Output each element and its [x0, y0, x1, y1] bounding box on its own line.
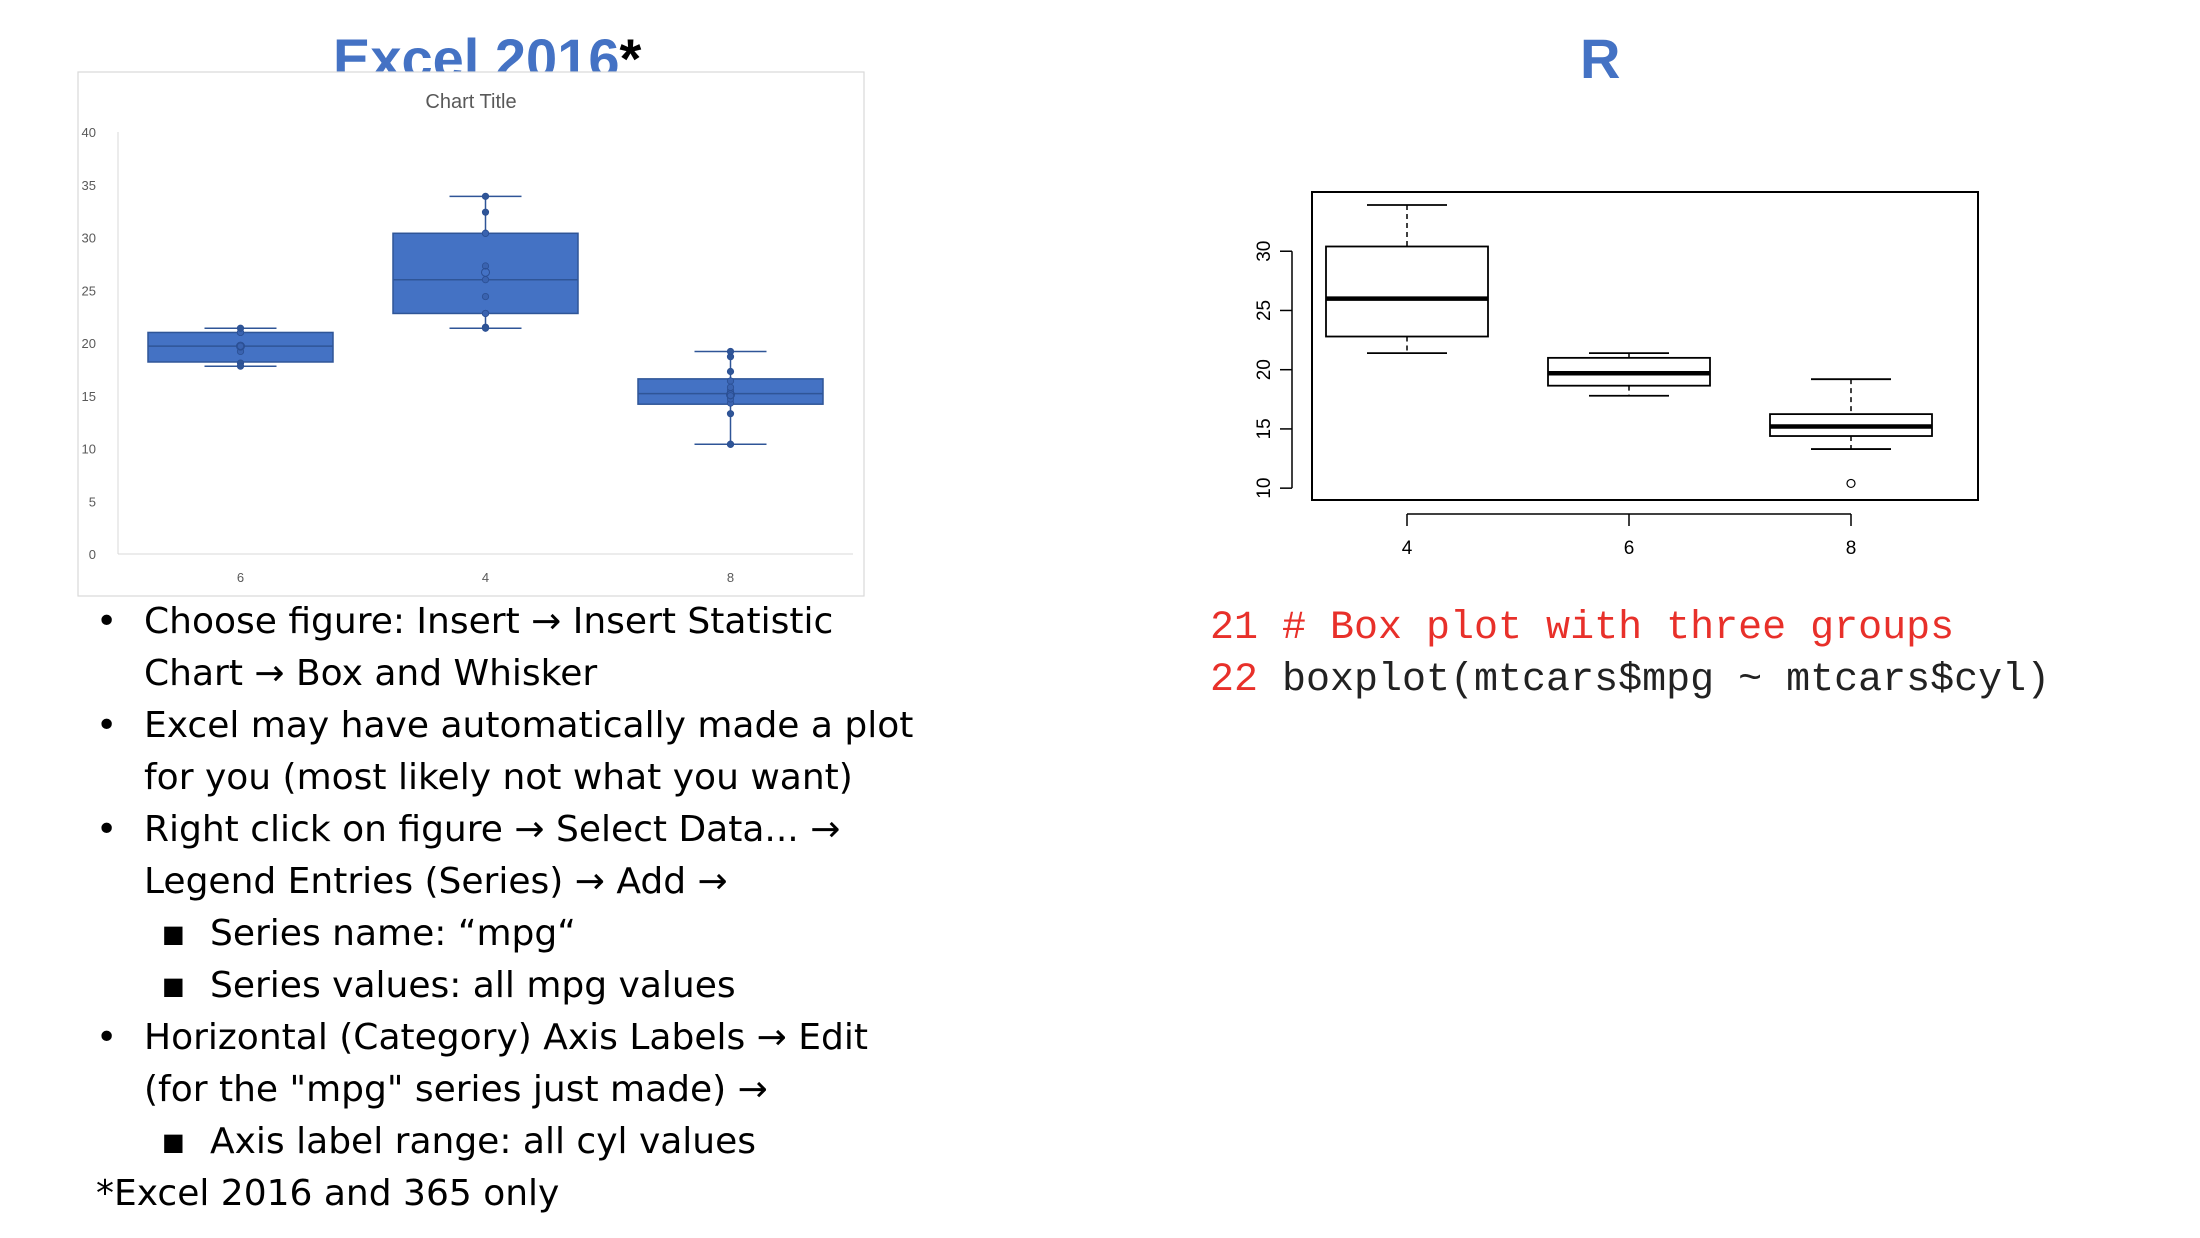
data-point	[481, 208, 490, 216]
box	[392, 232, 579, 315]
data-point	[726, 347, 735, 356]
bullet-item: • Choose figure: Insert → Insert Statisti…	[92, 596, 952, 700]
excel-box-whisker-chart: Chart Title 0 5 10 15 20 25 30 35 40 6 4 8	[77, 71, 865, 597]
bullet-dot-icon: •	[96, 809, 118, 850]
y-tick-label: 20	[1254, 359, 1275, 380]
mean-marker	[726, 390, 735, 400]
bullet-item: • Right click on figure → Select Data... …	[92, 804, 952, 908]
mean-marker	[236, 341, 245, 351]
data-point	[726, 440, 735, 448]
data-point	[481, 309, 490, 318]
data-point	[236, 342, 245, 350]
r-code-block: 21 # Box plot with three groups 22 boxplo…	[1210, 603, 2050, 707]
footnote: *Excel 2016 and 365 only	[96, 1173, 560, 1214]
bullet-text-line: Axis label range: all cyl values	[210, 1121, 757, 1162]
data-point	[481, 324, 490, 332]
y-tick-label: 30	[1254, 241, 1275, 262]
r-section-title: R	[1580, 27, 1621, 90]
mean-marker	[481, 267, 490, 277]
sub-bullet-item: ■ Axis label range: all cyl values	[92, 1116, 952, 1168]
x-tick-label: 6	[237, 570, 244, 585]
x-tick-label: 6	[1624, 538, 1635, 559]
y-tick-label: 25	[1254, 300, 1275, 321]
data-point	[481, 292, 490, 301]
y-tick-label: 25	[82, 283, 96, 298]
x-tick-label: 4	[482, 570, 489, 585]
line-number: 21	[1210, 606, 1283, 651]
bullet-dot-icon: •	[96, 705, 118, 746]
data-point	[236, 362, 245, 370]
bullet-text-line: Series values: all mpg values	[210, 965, 736, 1006]
plot-frame	[1311, 191, 1979, 501]
y-tick-label: 30	[82, 231, 96, 246]
instruction-list: • Choose figure: Insert → Insert Statisti…	[92, 596, 952, 1220]
y-tick-label: 10	[82, 442, 96, 457]
data-point	[481, 192, 490, 200]
data-point	[726, 367, 735, 376]
code-statement: boxplot(mtcars$mpg ~ mtcars$cyl)	[1282, 658, 2051, 703]
y-tick-label: 15	[1254, 418, 1275, 439]
data-point	[481, 276, 490, 284]
outlier-point	[1846, 478, 1856, 489]
bullet-item: • Horizontal (Category) Axis Labels → Edi…	[92, 1012, 952, 1116]
data-point	[481, 229, 490, 237]
r-boxplot-chart: 10 15 20 25 30 4 6 8	[1254, 191, 1979, 559]
bullet-text-line: Excel may have automatically made a plot	[144, 705, 914, 746]
y-tick-label: 35	[82, 178, 96, 193]
data-point	[726, 383, 735, 391]
bullet-text-line: Series name: “mpg“	[210, 913, 576, 954]
x-tick-label: 8	[727, 570, 734, 585]
bullet-dot-icon: •	[96, 1017, 118, 1058]
box	[1325, 245, 1489, 338]
bullet-text-line: Chart → Box and Whisker	[144, 653, 598, 694]
y-tick-label: 40	[82, 125, 96, 140]
y-tick-label: 5	[89, 494, 96, 509]
chart-title: Chart Title	[425, 91, 516, 113]
y-tick-label: 15	[82, 389, 96, 404]
bullet-text-line: Legend Entries (Series) → Add →	[144, 861, 728, 902]
bullet-square-icon: ■	[162, 1128, 185, 1156]
bullet-text-line: (for the "mpg" series just made) →	[144, 1069, 768, 1110]
sub-bullet-item: ■ Series name: “mpg“	[92, 908, 952, 960]
y-tick-label: 0	[89, 547, 96, 562]
bullet-square-icon: ■	[162, 972, 185, 1000]
code-line: 21 # Box plot with three groups	[1210, 603, 2050, 655]
y-tick-label: 20	[82, 336, 96, 351]
bullet-text-line: for you (most likely not what you want)	[144, 757, 853, 798]
bullet-text-line: Right click on figure → Select Data... →	[144, 809, 841, 850]
bullet-square-icon: ■	[162, 920, 185, 948]
code-comment: # Box plot with three groups	[1282, 606, 1955, 651]
data-point	[481, 262, 490, 270]
bullet-item: • Excel may have automatically made a plo…	[92, 700, 952, 804]
line-number: 22	[1210, 658, 1283, 703]
bullet-dot-icon: •	[96, 601, 118, 642]
x-tick-label: 8	[1846, 538, 1857, 559]
bullet-text-line: Horizontal (Category) Axis Labels → Edit	[144, 1017, 869, 1058]
sub-bullet-item: ■ Series values: all mpg values	[92, 960, 952, 1012]
data-point	[236, 324, 245, 332]
bullet-text-line: Choose figure: Insert → Insert Statistic	[144, 601, 834, 642]
data-point	[726, 377, 735, 385]
y-tick-label: 10	[1254, 478, 1275, 499]
code-line: 22 boxplot(mtcars$mpg ~ mtcars$cyl)	[1210, 655, 2050, 707]
data-point	[726, 410, 735, 418]
x-tick-label: 4	[1402, 538, 1413, 559]
